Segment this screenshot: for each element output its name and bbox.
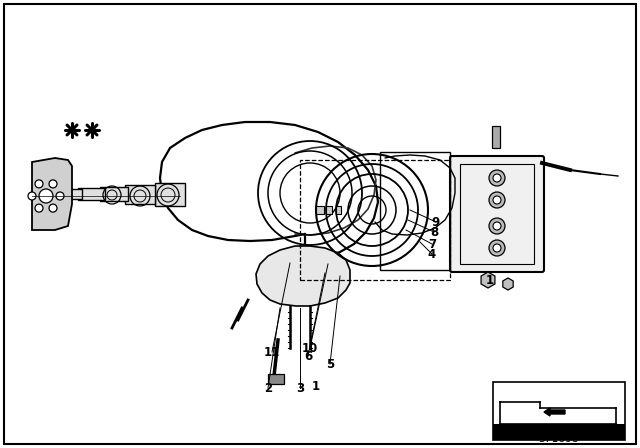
Circle shape	[49, 204, 57, 212]
FancyBboxPatch shape	[450, 156, 544, 272]
Text: 9: 9	[432, 215, 440, 228]
Circle shape	[489, 192, 505, 208]
Bar	[32, 188, 60, 200]
Circle shape	[28, 192, 36, 200]
Text: 4: 4	[428, 247, 436, 260]
Text: 8: 8	[430, 225, 438, 238]
Text: 3: 3	[296, 382, 304, 395]
Text: 10: 10	[302, 341, 318, 354]
Bar	[316, 206, 324, 214]
Circle shape	[489, 218, 505, 234]
Circle shape	[489, 170, 505, 186]
Circle shape	[493, 196, 501, 204]
Text: 2: 2	[264, 382, 272, 395]
Polygon shape	[500, 402, 616, 424]
Polygon shape	[256, 246, 350, 306]
Circle shape	[493, 174, 501, 182]
Bar	[125, 185, 155, 204]
Bar	[380, 152, 450, 270]
Bar	[100, 187, 128, 201]
Bar	[268, 374, 284, 384]
FancyArrow shape	[544, 408, 565, 416]
Bar	[493, 424, 625, 440]
Circle shape	[39, 189, 53, 203]
Bar	[78, 188, 105, 200]
Circle shape	[35, 180, 43, 188]
Bar	[460, 164, 534, 264]
Circle shape	[49, 180, 57, 188]
Text: 11: 11	[264, 345, 280, 358]
Bar	[300, 160, 450, 280]
Circle shape	[493, 244, 501, 252]
Bar	[58, 189, 82, 199]
Text: 6: 6	[304, 349, 312, 362]
Circle shape	[493, 222, 501, 230]
Bar	[492, 126, 500, 148]
Circle shape	[35, 204, 43, 212]
Bar	[336, 206, 341, 214]
Text: 1: 1	[312, 379, 320, 392]
Circle shape	[56, 192, 64, 200]
Text: 7: 7	[428, 237, 436, 250]
Circle shape	[489, 240, 505, 256]
Text: 5: 5	[326, 358, 334, 370]
Polygon shape	[500, 424, 625, 440]
Bar	[326, 206, 332, 214]
Bar	[493, 382, 625, 440]
Polygon shape	[32, 158, 72, 230]
Bar	[155, 183, 185, 206]
Text: 371698: 371698	[538, 434, 579, 444]
Text: 1: 1	[486, 273, 494, 287]
